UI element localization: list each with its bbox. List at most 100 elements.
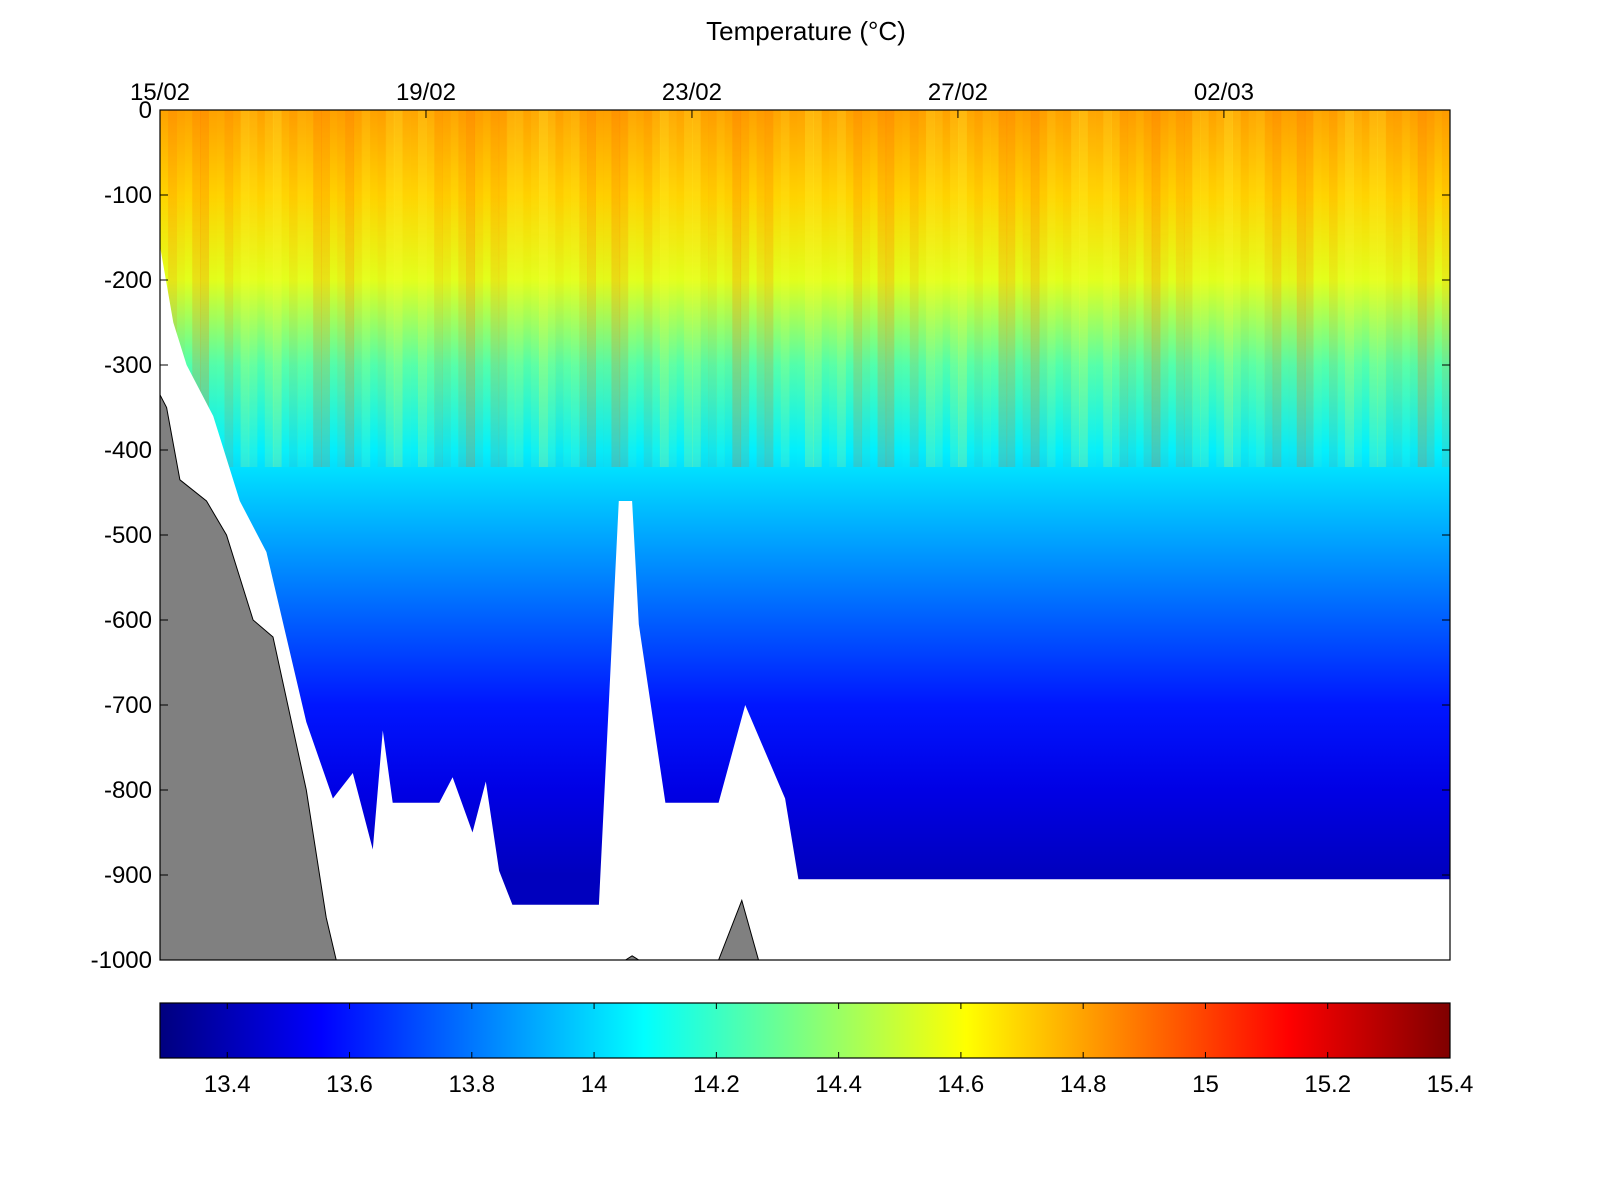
heatmap-column — [1022, 110, 1032, 467]
colorbar-tick-label: 15.4 — [1427, 1071, 1474, 1098]
heatmap-column — [1304, 110, 1314, 467]
heatmap-column — [434, 110, 443, 467]
heatmap-column — [514, 110, 524, 467]
heatmap-column — [1353, 110, 1362, 467]
heatmap-column — [1417, 110, 1427, 467]
heatmap-column — [401, 110, 411, 467]
heatmap-column — [1030, 110, 1040, 467]
heatmap-column — [627, 110, 637, 467]
colorbar-tick-label: 14.8 — [1060, 1071, 1107, 1098]
y-tick-label: -600 — [104, 607, 152, 634]
heatmap-column — [1393, 110, 1403, 467]
heatmap-column — [321, 110, 330, 467]
heatmap-column — [587, 110, 596, 467]
heatmap-column — [1345, 110, 1354, 467]
heatmap-column — [264, 110, 274, 467]
heatmap-column — [547, 110, 556, 467]
heatmap-column — [902, 110, 911, 467]
heatmap-column — [934, 110, 943, 467]
x-tick-label: 19/02 — [396, 79, 456, 106]
heatmap-column — [950, 110, 959, 467]
heatmap-column — [966, 110, 975, 467]
heatmap-column — [426, 110, 435, 467]
heatmap-column — [1401, 110, 1411, 467]
heatmap-column — [595, 110, 604, 467]
heatmap-column — [982, 110, 992, 467]
heatmap-column — [442, 110, 451, 467]
heatmap-column — [1087, 110, 1096, 467]
colorbar-tick-label: 15 — [1192, 1071, 1219, 1098]
colorbar-tick-label: 14.6 — [938, 1071, 985, 1098]
heatmap-column — [918, 110, 927, 467]
heatmap-column — [684, 110, 693, 467]
heatmap-column — [224, 110, 234, 467]
heatmap-column — [370, 110, 379, 467]
y-tick-label: -400 — [104, 437, 152, 464]
heatmap-column — [474, 110, 484, 467]
heatmap-column — [1256, 110, 1266, 467]
heatmap-column — [885, 110, 895, 467]
colorbar-tick-label: 14 — [581, 1071, 608, 1098]
heatmap-column — [579, 110, 588, 467]
heatmap-column — [483, 110, 492, 467]
heatmap-column — [958, 110, 967, 467]
heatmap-column — [1385, 110, 1395, 467]
heatmap-column — [1175, 110, 1185, 467]
heatmap-column — [1046, 110, 1056, 467]
heatmap-column — [603, 110, 613, 467]
heatmap-column — [450, 110, 459, 467]
y-tick-label: -800 — [104, 777, 152, 804]
heatmap-column — [240, 110, 250, 467]
colorbar-tick-label: 14.4 — [815, 1071, 862, 1098]
colorbar-tick-label: 14.2 — [693, 1071, 740, 1098]
heatmap-column — [410, 110, 419, 467]
heatmap-column — [870, 110, 879, 467]
heatmap-column — [998, 110, 1008, 467]
heatmap-column — [636, 110, 645, 467]
heatmap-column — [490, 110, 500, 467]
seabed-region — [160, 394, 760, 960]
heatmap-column — [877, 110, 887, 467]
heatmap-column — [233, 110, 242, 467]
heatmap-column — [692, 110, 701, 467]
heatmap-column — [667, 110, 677, 467]
x-tick-label: 02/03 — [1194, 79, 1254, 106]
heatmap-column — [1296, 110, 1306, 467]
heatmap-column — [1015, 110, 1024, 467]
heatmap-column — [337, 110, 347, 467]
heatmap-field — [160, 110, 1450, 960]
heatmap-column — [192, 110, 201, 467]
x-axis: 15/02 19/02 23/02 27/02 02/03 — [130, 79, 1254, 118]
colorbar-tick-label: 15.2 — [1304, 1071, 1351, 1098]
heatmap-column — [329, 110, 338, 467]
x-tick-label: 15/02 — [130, 79, 190, 106]
heatmap-column — [498, 110, 508, 467]
heatmap-column — [1192, 110, 1201, 467]
heatmap-column — [1159, 110, 1169, 467]
heatmap-column — [1063, 110, 1072, 467]
colorbar-tick-label: 13.8 — [448, 1071, 495, 1098]
heatmap-column — [1111, 110, 1121, 467]
heatmap-column — [716, 110, 725, 467]
heatmap-column — [176, 110, 185, 467]
y-tick-label: -500 — [104, 522, 152, 549]
heatmap-column — [1441, 110, 1450, 467]
colorbar-frame — [159, 1002, 1451, 1059]
y-tick-label: 0 — [139, 97, 152, 124]
heatmap-column — [257, 110, 266, 467]
heatmap-column — [974, 110, 983, 467]
heatmap-column — [1377, 110, 1387, 467]
heatmap-column — [773, 110, 782, 467]
heatmap-column — [1321, 110, 1330, 467]
heatmap-column — [393, 110, 403, 467]
y-axis: 0 -100 -200 -300 -400 -500 -600 -700 -800 -900 -10… — [91, 97, 1450, 974]
heatmap-column — [200, 110, 209, 467]
heatmap-column — [764, 110, 774, 467]
plot-area — [160, 110, 1450, 960]
heatmap-column — [805, 110, 814, 467]
heatmap-column — [1127, 110, 1137, 467]
heatmap-column — [1409, 110, 1419, 467]
x-tick-label: 23/02 — [662, 79, 722, 106]
heatmap-column — [1329, 110, 1338, 467]
heatmap-column — [740, 110, 750, 467]
